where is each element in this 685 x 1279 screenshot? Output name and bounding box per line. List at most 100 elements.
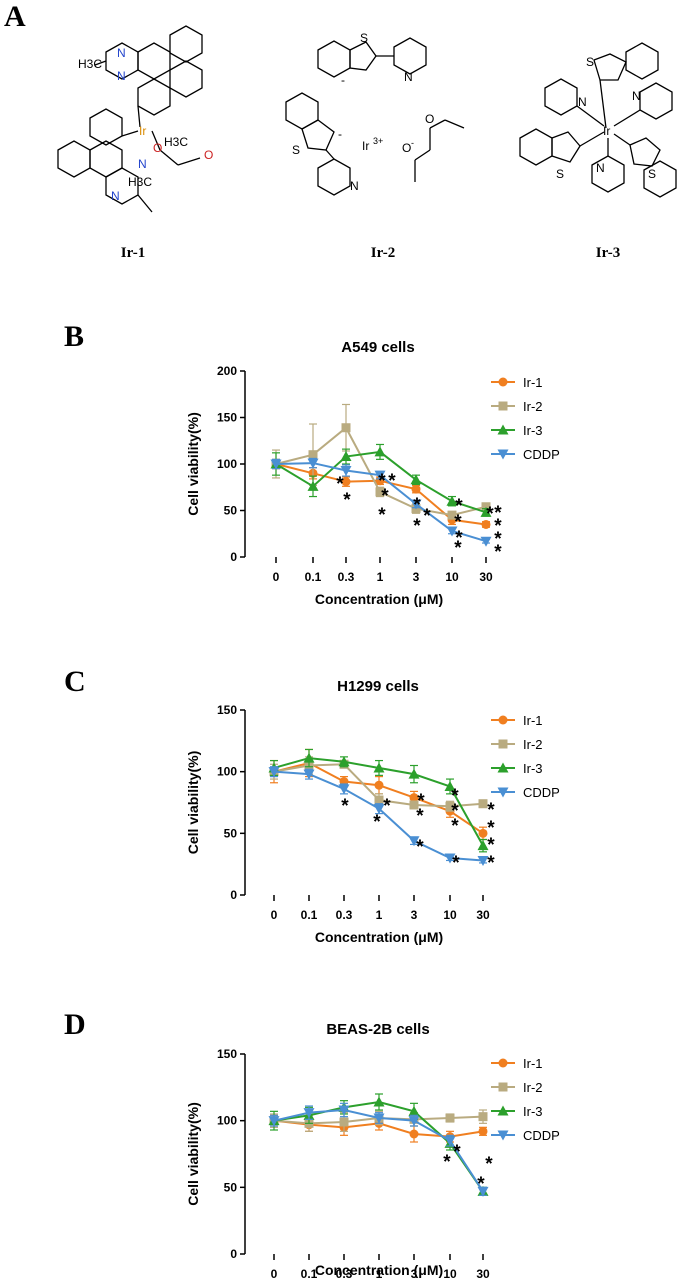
data-point xyxy=(408,1105,420,1116)
significance-star: * xyxy=(487,835,495,856)
legend-marker xyxy=(497,1130,509,1141)
data-point xyxy=(408,768,420,779)
data-point xyxy=(409,1129,419,1139)
significance-star: * xyxy=(494,542,502,563)
ir1-h3c-low: H3C xyxy=(128,175,152,189)
legend-label: Ir-3 xyxy=(523,1104,543,1119)
ir3-structure xyxy=(519,42,677,198)
ir1-ring-f xyxy=(89,108,123,146)
legend-marker xyxy=(498,739,508,749)
x-tick-label: 1 xyxy=(376,1267,383,1279)
ir1-metal: Ir xyxy=(139,124,146,138)
ir1-ring-b xyxy=(137,42,171,80)
ir2-acac-1 xyxy=(429,119,446,129)
x-tick-label: 1 xyxy=(376,908,383,922)
data-point xyxy=(409,793,419,803)
significance-star: * xyxy=(487,818,495,839)
legend-label: Ir-1 xyxy=(523,375,543,390)
significance-star: * xyxy=(454,538,462,559)
x-axis-label: Concentration (μM) xyxy=(315,591,443,607)
significance-star: * xyxy=(341,796,349,817)
x-axis-label: Concentration (μM) xyxy=(315,1262,443,1278)
y-axis-label: Cell viability(%) xyxy=(185,1102,201,1205)
significance-star: * xyxy=(416,806,424,827)
data-point xyxy=(338,1105,350,1116)
ir3-metal: Ir xyxy=(603,124,610,138)
data-point xyxy=(340,451,352,462)
x-tick-label: 0.3 xyxy=(338,570,355,584)
panel-letter-b: B xyxy=(64,320,84,353)
legend-entry-cddp: CDDP xyxy=(491,447,560,462)
legend-label: CDDP xyxy=(523,447,560,462)
ir1-acac-methyl: H3C xyxy=(164,135,188,149)
data-point xyxy=(408,836,420,847)
series-ir-3 xyxy=(270,443,492,517)
ir1-n4: N xyxy=(111,189,120,203)
significance-star: * xyxy=(455,496,463,517)
data-point xyxy=(270,459,282,470)
legend-marker xyxy=(498,377,508,387)
x-tick-label: 3 xyxy=(413,570,420,584)
ir1-bond-7 xyxy=(94,60,107,66)
chart-title: BEAS-2B cells xyxy=(326,1021,429,1038)
data-point xyxy=(374,780,384,790)
significance-star: * xyxy=(455,528,463,549)
data-point xyxy=(408,1116,420,1127)
legend-marker xyxy=(498,1082,508,1092)
data-point xyxy=(339,1117,349,1127)
legend-label: Ir-1 xyxy=(523,713,543,728)
ir3-s2: S xyxy=(556,167,564,181)
data-point xyxy=(445,801,455,811)
ir1-bond-5 xyxy=(177,157,201,166)
significance-star: * xyxy=(452,853,460,874)
data-point xyxy=(477,840,489,851)
ir2-acac-3 xyxy=(414,149,431,161)
series-ir-3 xyxy=(268,748,489,853)
legend-entry-ir-1: Ir-1 xyxy=(491,375,543,390)
legend-entry-ir-3: Ir-3 xyxy=(491,761,543,776)
compound-label-ir1: Ir-1 xyxy=(121,245,145,261)
data-point xyxy=(307,480,319,491)
y-tick-label: 100 xyxy=(217,765,237,779)
x-tick-label: 0.1 xyxy=(301,1267,318,1279)
data-point xyxy=(373,804,385,815)
x-tick-label: 30 xyxy=(476,908,490,922)
legend-label: CDDP xyxy=(523,1128,560,1143)
legend-label: CDDP xyxy=(523,785,560,800)
ir1-ketone-o: O xyxy=(204,148,213,162)
data-point xyxy=(411,484,421,494)
data-point xyxy=(478,1126,488,1136)
data-point xyxy=(303,752,315,763)
data-point xyxy=(481,519,491,529)
x-tick-label: 0 xyxy=(271,908,278,922)
x-tick-label: 10 xyxy=(443,908,457,922)
significance-star: * xyxy=(381,486,389,507)
legend-marker xyxy=(498,715,508,725)
data-point xyxy=(303,1108,315,1119)
data-point xyxy=(410,474,422,485)
ir1-ring-d xyxy=(169,60,203,98)
y-tick-label: 0 xyxy=(230,888,237,902)
significance-star: * xyxy=(494,529,502,550)
ir2-s-top: S xyxy=(360,31,368,45)
y-axis-label: Cell viability(%) xyxy=(185,412,201,515)
data-point xyxy=(444,1136,456,1147)
y-tick-label: 150 xyxy=(217,1047,237,1061)
ir3-bond-4 xyxy=(579,131,605,147)
data-point xyxy=(307,458,319,469)
ir1-bond-3 xyxy=(151,130,161,151)
data-point xyxy=(409,800,419,810)
ir1-o-bridge: O xyxy=(153,141,162,155)
x-tick-label: 0.1 xyxy=(305,570,322,584)
data-point xyxy=(373,1096,385,1107)
y-tick-label: 100 xyxy=(217,457,237,471)
significance-star: * xyxy=(453,1142,461,1163)
ir1-ring-g xyxy=(57,140,91,178)
legend-label: Ir-3 xyxy=(523,423,543,438)
significance-star: * xyxy=(423,506,431,527)
legend-marker xyxy=(497,787,509,798)
legend-entry-ir-2: Ir-2 xyxy=(491,1080,543,1095)
legend-entry-cddp: CDDP xyxy=(491,785,560,800)
ir3-n2: N xyxy=(632,89,641,103)
